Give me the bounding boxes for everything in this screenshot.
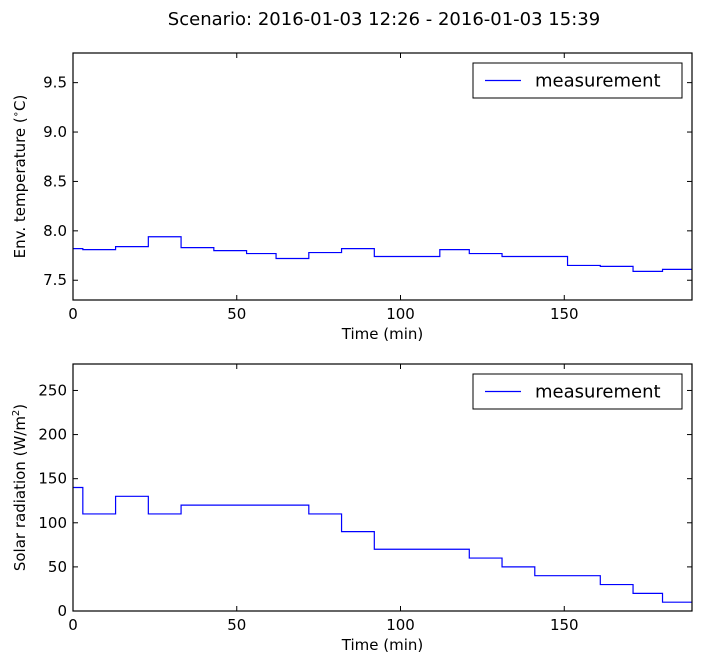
x-tick-label: 0 — [68, 305, 78, 323]
y-tick-label: 8.5 — [43, 172, 67, 190]
x-tick-label: 100 — [386, 616, 415, 634]
y-axis-label: Env. temperature (∘C) — [11, 95, 29, 259]
legend-entry-label: measurement — [535, 71, 661, 92]
legend: measurement — [472, 373, 683, 410]
legend-entry-label: measurement — [535, 382, 661, 403]
x-axis-label: Time (min) — [341, 325, 423, 343]
y-tick-label: 50 — [48, 558, 67, 576]
y-tick-label: 9.0 — [43, 123, 67, 141]
x-tick-label: 100 — [386, 305, 415, 323]
series-line-measurement — [73, 486, 692, 603]
plot-frame — [72, 363, 693, 612]
x-tick-label: 150 — [550, 616, 579, 634]
y-tick-label: 100 — [38, 514, 67, 532]
x-axis-label: Time (min) — [341, 636, 423, 654]
figure-title: Scenario: 2016-01-03 12:26 - 2016-01-03 … — [168, 9, 600, 30]
y-tick-label: 7.5 — [43, 271, 67, 289]
y-tick-label: 0 — [57, 602, 67, 620]
x-tick-label: 50 — [227, 305, 246, 323]
y-tick-label: 9.5 — [43, 74, 67, 92]
x-tick-label: 50 — [227, 616, 246, 634]
y-tick-label: 250 — [38, 381, 67, 399]
legend: measurement — [472, 62, 683, 99]
solar-radiation-panel: 0 50 100 150 0 50 100 150 200 250 Time (min) Solar … — [11, 363, 693, 654]
series-line-measurement — [73, 236, 692, 272]
y-tick-label: 200 — [38, 426, 67, 444]
plot-frame — [72, 52, 693, 301]
y-tick-label: 8.0 — [43, 222, 67, 240]
x-tick-label: 150 — [550, 305, 579, 323]
x-tick-label: 0 — [68, 616, 78, 634]
y-tick-label: 150 — [38, 470, 67, 488]
temperature-panel: 0 50 100 150 7.5 8.0 8.5 9.0 9.5 Time (min) Env. t… — [11, 52, 693, 343]
y-axis-label: Solar radiation (W/m2) — [11, 404, 29, 571]
